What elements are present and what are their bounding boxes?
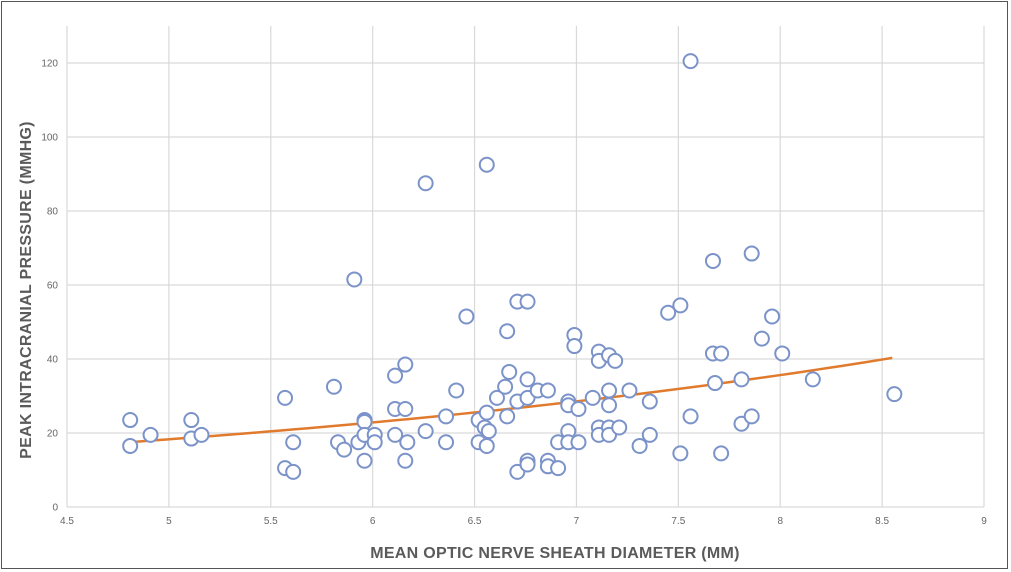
data-point (804, 371, 821, 388)
data-point (336, 441, 353, 458)
data-point (285, 434, 302, 451)
data-point (499, 323, 516, 340)
x-tick-label: 8 (777, 516, 783, 527)
data-point (478, 156, 495, 173)
data-point (886, 386, 903, 403)
data-point (601, 382, 618, 399)
data-point (397, 400, 414, 417)
x-tick-labels: 4.5 5 5.5 6 6.5 7 7.5 8 8.5 9 (60, 516, 987, 527)
data-point (501, 363, 518, 380)
data-point (570, 434, 587, 451)
data-point (621, 382, 638, 399)
data-point (707, 375, 724, 392)
data-point (682, 53, 699, 70)
data-point (519, 293, 536, 310)
data-point (356, 452, 373, 469)
x-tick-label: 5 (166, 516, 172, 527)
data-point (497, 378, 514, 395)
data-point (366, 434, 383, 451)
data-point (122, 412, 139, 429)
data-point (660, 304, 677, 321)
data-point (387, 426, 404, 443)
data-point (550, 460, 567, 477)
data-point (743, 408, 760, 425)
data-point (499, 408, 516, 425)
data-point (566, 338, 583, 355)
y-tick-label: 120 (41, 59, 58, 70)
data-point (519, 456, 536, 473)
data-point (672, 297, 689, 314)
data-point (438, 434, 455, 451)
data-point (764, 308, 781, 325)
data-point (417, 175, 434, 192)
x-tick-label: 9 (981, 516, 987, 527)
data-point (356, 413, 373, 430)
x-tick-label: 8.5 (875, 516, 889, 527)
x-tick-label: 7 (574, 516, 580, 527)
x-tick-label: 4.5 (60, 516, 74, 527)
data-point (607, 352, 624, 369)
data-point (448, 382, 465, 399)
data-point (397, 356, 414, 373)
data-point (774, 345, 791, 362)
data-point (478, 404, 495, 421)
data-point (753, 330, 770, 347)
trendline (128, 356, 893, 444)
data-point (733, 371, 750, 388)
data-point (193, 426, 210, 443)
data-point (601, 397, 618, 414)
data-point (641, 393, 658, 410)
data-point (519, 371, 536, 388)
data-point (611, 419, 628, 436)
data-point (122, 437, 139, 454)
data-point (672, 445, 689, 462)
y-tick-label: 100 (41, 133, 58, 144)
data-point (438, 408, 455, 425)
data-point (743, 245, 760, 262)
data-point (713, 345, 730, 362)
x-tick-label: 6.5 (468, 516, 482, 527)
data-point (397, 452, 414, 469)
x-tick-label: 5.5 (264, 516, 278, 527)
data-point (631, 437, 648, 454)
x-tick-label: 7.5 (671, 516, 685, 527)
data-point (325, 378, 342, 395)
y-tick-labels: 0 20 40 60 80 100 120 (41, 59, 58, 514)
data-points (122, 53, 903, 480)
data-point (399, 434, 416, 451)
data-point (142, 426, 159, 443)
y-tick-label: 0 (52, 503, 58, 514)
y-tick-label: 40 (47, 355, 59, 366)
data-point (488, 389, 505, 406)
y-gridlines (67, 62, 984, 508)
x-tick-label: 6 (370, 516, 376, 527)
data-point (277, 389, 294, 406)
data-point (704, 252, 721, 269)
data-point (682, 408, 699, 425)
data-point (713, 445, 730, 462)
data-point (183, 412, 200, 429)
x-gridlines (66, 26, 985, 507)
data-point (346, 271, 363, 288)
data-point (539, 382, 556, 399)
data-point (387, 367, 404, 384)
data-point (570, 400, 587, 417)
data-point (641, 426, 658, 443)
y-tick-label: 80 (47, 207, 59, 218)
y-axis-title: PEAK INTRACRANIAL PRESSURE (MMHG) (18, 121, 35, 459)
data-point (285, 463, 302, 480)
data-point (480, 423, 497, 440)
data-point (458, 308, 475, 325)
y-tick-label: 60 (47, 281, 59, 292)
data-point (584, 389, 601, 406)
y-tick-label: 20 (47, 429, 59, 440)
data-point (478, 437, 495, 454)
x-axis-title: MEAN OPTIC NERVE SHEATH DIAMETER (MM) (370, 545, 740, 562)
data-point (417, 423, 434, 440)
